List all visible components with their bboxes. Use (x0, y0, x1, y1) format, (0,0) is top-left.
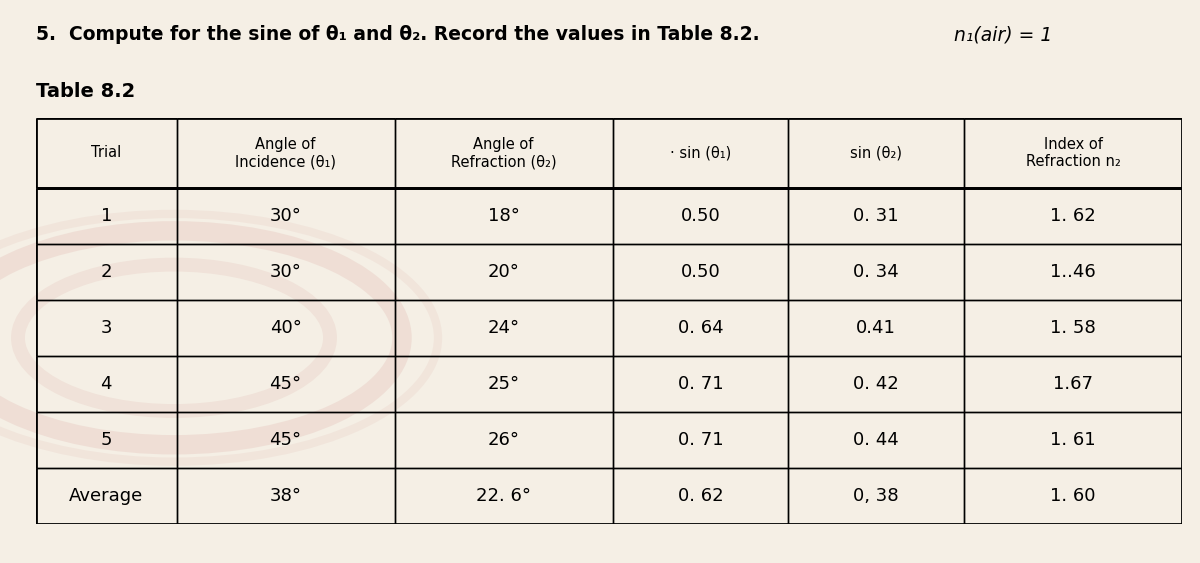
Text: 38°: 38° (270, 486, 301, 504)
Text: Angle of
Refraction (θ₂): Angle of Refraction (θ₂) (451, 137, 557, 169)
Text: Angle of
Incidence (θ₁): Angle of Incidence (θ₁) (235, 137, 336, 169)
Text: 1..46: 1..46 (1050, 262, 1096, 280)
Text: 0. 44: 0. 44 (853, 431, 899, 449)
Text: 4: 4 (101, 374, 112, 392)
Text: 5: 5 (101, 431, 112, 449)
Text: · sin (θ₁): · sin (θ₁) (670, 145, 731, 160)
Text: 40°: 40° (270, 319, 301, 337)
Text: 1. 61: 1. 61 (1050, 431, 1096, 449)
Text: 0. 71: 0. 71 (678, 431, 724, 449)
Text: Index of
Refraction n₂: Index of Refraction n₂ (1026, 137, 1121, 169)
Text: 24°: 24° (487, 319, 520, 337)
Text: sin (θ₂): sin (θ₂) (850, 145, 902, 160)
Text: n₁(air) = 1: n₁(air) = 1 (954, 25, 1052, 44)
Text: 26°: 26° (487, 431, 520, 449)
Text: 0. 34: 0. 34 (853, 262, 899, 280)
Text: 0.50: 0.50 (680, 262, 720, 280)
Text: 1: 1 (101, 207, 112, 225)
Text: Table 8.2: Table 8.2 (36, 82, 136, 101)
Text: 1. 60: 1. 60 (1050, 486, 1096, 504)
Text: 22. 6°: 22. 6° (476, 486, 532, 504)
Text: 0. 62: 0. 62 (678, 486, 724, 504)
Text: 45°: 45° (270, 374, 301, 392)
Text: 0. 64: 0. 64 (678, 319, 724, 337)
Text: 25°: 25° (487, 374, 520, 392)
Text: 1.67: 1.67 (1054, 374, 1093, 392)
Text: Average: Average (70, 486, 144, 504)
Text: 30°: 30° (270, 262, 301, 280)
Text: 3: 3 (101, 319, 112, 337)
Text: 18°: 18° (487, 207, 520, 225)
Text: 20°: 20° (487, 262, 520, 280)
Text: 0. 71: 0. 71 (678, 374, 724, 392)
Text: 1. 62: 1. 62 (1050, 207, 1096, 225)
Text: 0, 38: 0, 38 (853, 486, 899, 504)
Text: 0. 31: 0. 31 (853, 207, 899, 225)
Text: Trial: Trial (91, 145, 121, 160)
Text: 5.  Compute for the sine of θ₁ and θ₂. Record the values in Table 8.2.: 5. Compute for the sine of θ₁ and θ₂. Re… (36, 25, 760, 44)
Text: 30°: 30° (270, 207, 301, 225)
Text: 2: 2 (101, 262, 112, 280)
Text: 0.50: 0.50 (680, 207, 720, 225)
Text: 0. 42: 0. 42 (853, 374, 899, 392)
Text: 1. 58: 1. 58 (1050, 319, 1096, 337)
Text: 45°: 45° (270, 431, 301, 449)
Text: 0.41: 0.41 (857, 319, 896, 337)
